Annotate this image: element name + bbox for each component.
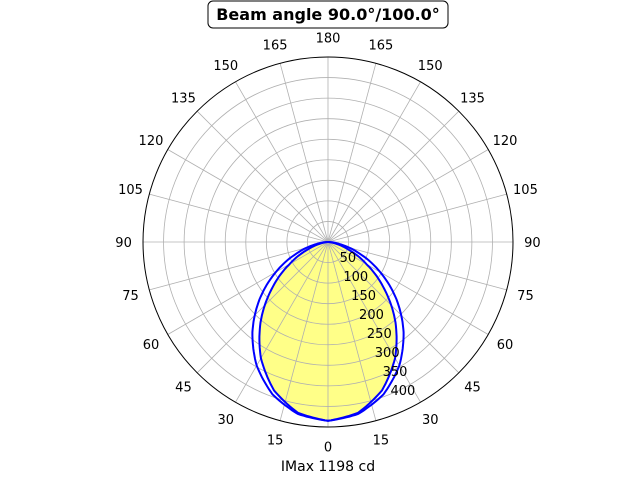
grid-spoke [149, 241, 329, 291]
angle-tick-label: 75 [122, 289, 139, 304]
radial-tick-label: 50 [340, 251, 357, 266]
grid-spoke [279, 241, 329, 421]
grid-spoke [149, 193, 329, 243]
radial-tick-label: 200 [359, 308, 384, 323]
grid-spoke [327, 149, 489, 243]
grid-spoke [235, 241, 329, 403]
radial-tick-label: 100 [343, 270, 368, 285]
angle-tick-label: 105 [513, 183, 538, 198]
radial-tick-label: 250 [367, 327, 392, 342]
grid-spoke [327, 81, 421, 243]
grid-spoke [327, 193, 507, 243]
angle-tick-label: 165 [263, 39, 288, 54]
outer-circle [142, 56, 514, 428]
grid-spoke [327, 241, 421, 403]
grid-spoke [196, 241, 329, 374]
angle-tick-label: 15 [373, 433, 390, 448]
grid-spoke [327, 241, 377, 421]
angle-tick-label: 30 [218, 413, 235, 428]
angle-tick-label: 90 [524, 236, 541, 251]
angle-tick-label: 120 [139, 134, 164, 149]
angle-tick-label: 75 [517, 289, 534, 304]
angle-tick-label: 15 [267, 433, 284, 448]
x-axis-label: IMax 1198 cd [281, 459, 375, 475]
grid-spoke [327, 63, 377, 243]
angle-tick-label: 120 [493, 134, 518, 149]
grid-spoke [327, 241, 507, 291]
series-curve [251, 241, 405, 422]
grid-spoke [327, 241, 460, 374]
angle-tick-label: 135 [171, 91, 196, 106]
angle-tick-label: 105 [118, 183, 143, 198]
angle-tick-label: 30 [422, 413, 439, 428]
angle-tick-label: 60 [497, 338, 514, 353]
angle-tick-label: 0 [324, 440, 332, 455]
radial-tick-label: 400 [391, 384, 416, 399]
grid-spoke [235, 81, 329, 243]
grid-spoke [327, 241, 489, 335]
grid-spoke [327, 110, 460, 243]
angle-tick-label: 45 [464, 381, 481, 396]
title-box [207, 0, 449, 29]
angle-tick-label: 135 [460, 91, 485, 106]
grid-spoke [167, 241, 329, 335]
angle-tick-label: 180 [316, 32, 341, 47]
radial-tick-label: 350 [383, 365, 408, 380]
chart-title: Beam angle 90.0°/100.0° [216, 5, 440, 24]
radial-tick-label: 300 [375, 346, 400, 361]
angle-tick-label: 45 [175, 381, 192, 396]
radial-tick-label: 150 [351, 289, 376, 304]
angle-tick-label: 90 [115, 236, 132, 251]
angle-tick-label: 150 [418, 59, 443, 74]
angle-tick-label: 150 [213, 59, 238, 74]
grid-spoke [279, 63, 329, 243]
angle-tick-label: 60 [143, 338, 160, 353]
angle-tick-label: 165 [368, 39, 393, 54]
grid-spoke [196, 110, 329, 243]
grid-spoke [167, 149, 329, 243]
